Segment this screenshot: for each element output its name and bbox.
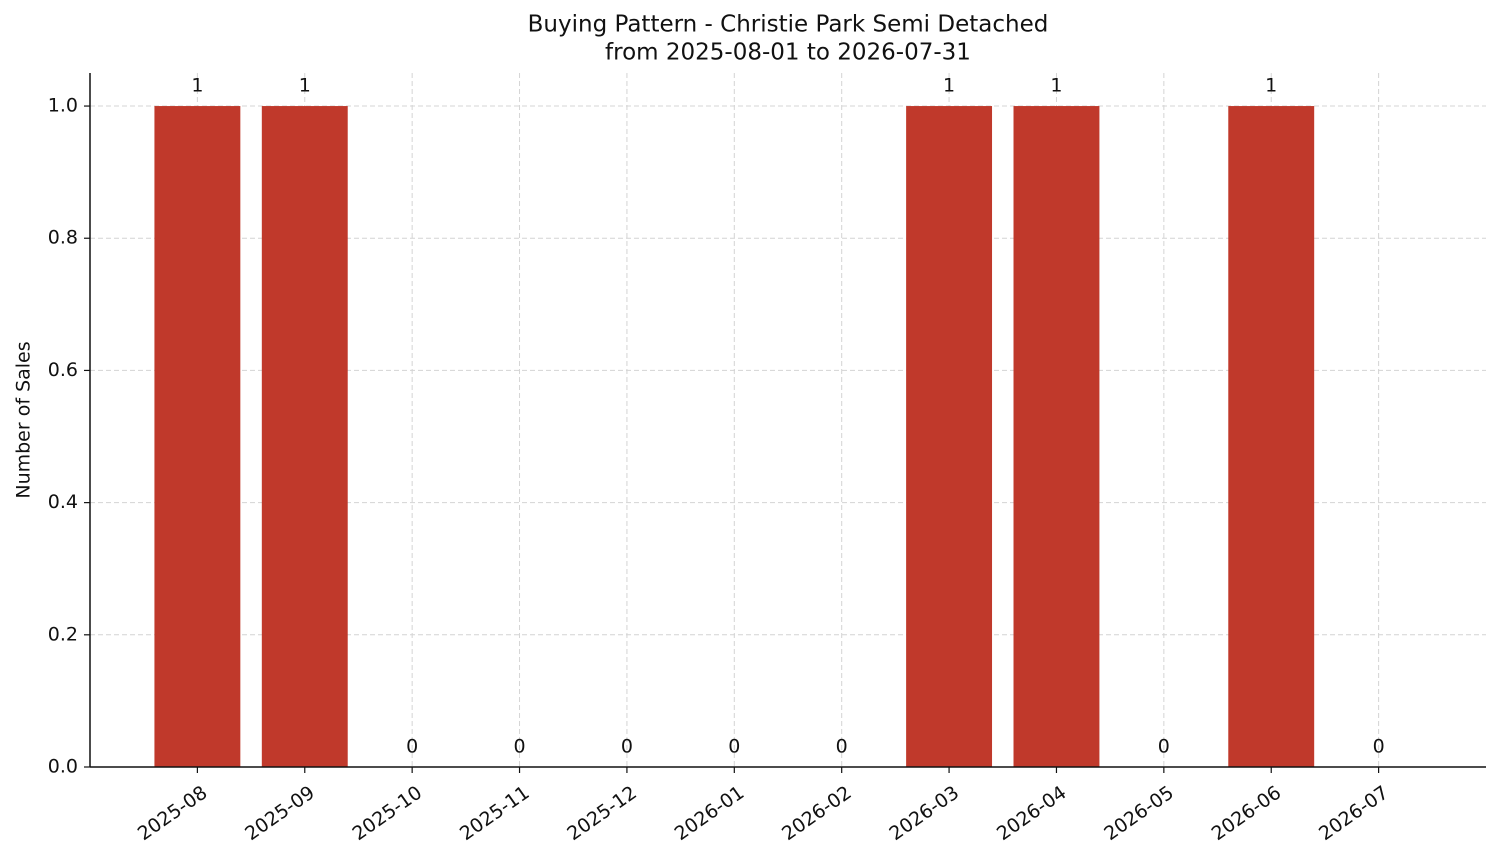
bar <box>906 106 993 768</box>
x-tick-label: 2025-10 <box>349 782 427 846</box>
data-label: 1 <box>943 75 955 97</box>
x-tick-label: 2026-02 <box>778 782 856 846</box>
y-tick-label: 0.2 <box>48 623 78 645</box>
data-label: 0 <box>621 736 633 758</box>
y-tick-label: 1.0 <box>48 95 78 117</box>
data-label: 0 <box>513 736 525 758</box>
y-tick-label: 0.4 <box>48 491 78 513</box>
bar <box>154 106 241 768</box>
x-tick-label: 2026-01 <box>671 782 749 846</box>
data-label: 0 <box>1373 736 1385 758</box>
x-tick-label: 2025-08 <box>134 782 212 846</box>
y-tick-label: 0.8 <box>48 227 78 249</box>
y-tick-label: 0.0 <box>48 756 78 778</box>
y-axis-label: Number of Sales <box>13 341 35 498</box>
bar <box>1228 106 1315 768</box>
y-tick-label: 0.6 <box>48 359 78 381</box>
data-label: 1 <box>191 75 203 97</box>
plot <box>154 106 1315 768</box>
data-label: 1 <box>1050 75 1062 97</box>
data-label: 0 <box>406 736 418 758</box>
x-tick-label: 2025-12 <box>563 782 641 846</box>
x-tick-label: 2026-05 <box>1100 782 1178 846</box>
x-tick-label: 2025-11 <box>456 782 534 846</box>
x-tick-label: 2026-04 <box>993 782 1071 846</box>
x-tick-label: 2026-06 <box>1208 782 1286 846</box>
x-tick-label: 2025-09 <box>241 782 319 846</box>
data-label: 1 <box>1265 75 1277 97</box>
data-label: 0 <box>1158 736 1170 758</box>
data-label: 0 <box>728 736 740 758</box>
x-tick-label: 2026-03 <box>885 782 963 846</box>
x-tick-label: 2026-07 <box>1315 782 1393 846</box>
data-label: 1 <box>299 75 311 97</box>
bar <box>1013 106 1100 768</box>
chart-subtitle: from 2025-08-01 to 2026-07-31 <box>605 40 971 66</box>
bar <box>261 106 348 768</box>
chart-title: Buying Pattern - Christie Park Semi Deta… <box>528 12 1049 38</box>
data-label: 0 <box>836 736 848 758</box>
